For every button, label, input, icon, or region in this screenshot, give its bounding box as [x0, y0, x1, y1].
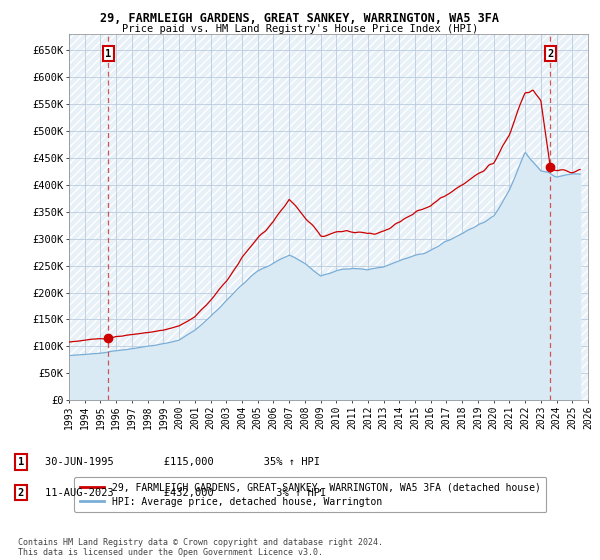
- Legend: 29, FARMLEIGH GARDENS, GREAT SANKEY, WARRINGTON, WA5 3FA (detached house), HPI: : 29, FARMLEIGH GARDENS, GREAT SANKEY, WAR…: [74, 477, 547, 512]
- Text: Price paid vs. HM Land Registry's House Price Index (HPI): Price paid vs. HM Land Registry's House …: [122, 24, 478, 34]
- Text: 29, FARMLEIGH GARDENS, GREAT SANKEY, WARRINGTON, WA5 3FA: 29, FARMLEIGH GARDENS, GREAT SANKEY, WAR…: [101, 12, 499, 25]
- Text: 2: 2: [547, 49, 554, 59]
- Text: 30-JUN-1995        £115,000        35% ↑ HPI: 30-JUN-1995 £115,000 35% ↑ HPI: [45, 457, 320, 467]
- Text: 1: 1: [105, 49, 112, 59]
- Text: 1: 1: [18, 457, 24, 467]
- Text: 11-AUG-2023        £432,000          3% ↑ HPI: 11-AUG-2023 £432,000 3% ↑ HPI: [45, 488, 326, 498]
- Text: Contains HM Land Registry data © Crown copyright and database right 2024.
This d: Contains HM Land Registry data © Crown c…: [18, 538, 383, 557]
- Text: 2: 2: [18, 488, 24, 498]
